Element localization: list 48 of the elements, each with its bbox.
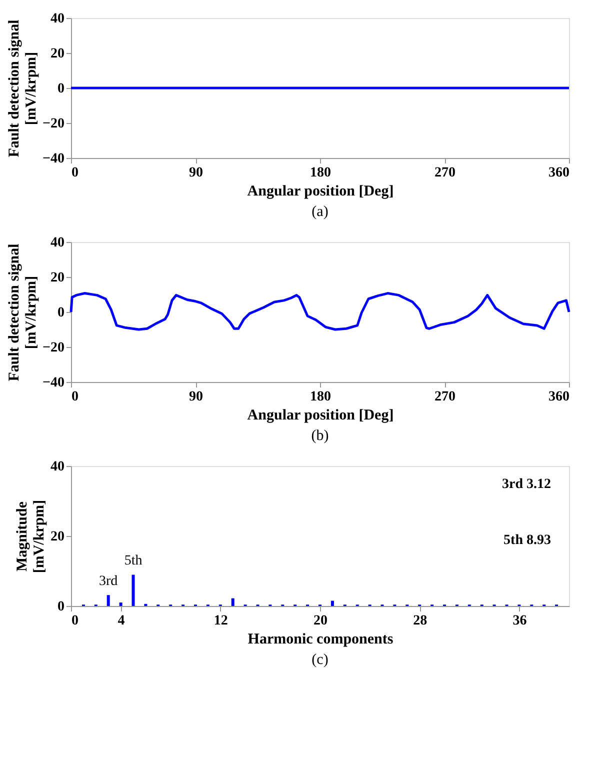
y-tick-label: −20	[42, 340, 64, 356]
text: (a)	[312, 204, 328, 220]
x-axis-title: Harmonic components	[248, 632, 394, 648]
bar	[330, 600, 334, 606]
bar	[119, 602, 122, 606]
y-tick-label: 20	[50, 46, 64, 62]
x-axis-title: Angular position [Deg]	[247, 408, 394, 424]
y-tick-label: 0	[58, 600, 64, 614]
x-tick-label: 20	[314, 614, 328, 628]
annotation: 5th 8.93	[504, 533, 551, 548]
y-tick-label: 0	[58, 82, 64, 96]
x-tick-label: 28	[413, 614, 428, 628]
bar	[231, 598, 234, 606]
y-tick-label: 20	[50, 270, 64, 286]
x-axis-title: Angular position [Deg]	[247, 184, 394, 200]
x-tick-label: 0	[72, 166, 78, 180]
annotation: 3rd	[99, 574, 118, 590]
y-tick-label: 0	[58, 306, 64, 320]
annotation: 5th	[124, 554, 142, 569]
x-tick-label: 360	[548, 166, 570, 180]
y-tick-label: −40	[42, 152, 64, 166]
x-tick-label: 0	[72, 614, 78, 628]
x-tick-label: 90	[189, 166, 203, 180]
x-tick-label: 180	[310, 390, 331, 404]
line-series	[70, 292, 570, 331]
y-tick-label: 40	[50, 12, 64, 26]
y-tick-label: −20	[42, 116, 64, 132]
x-tick-label: 270	[434, 166, 456, 180]
x-tick-label: 180	[310, 166, 331, 180]
y-axis-title: Magnitude [mV/krpm]	[14, 500, 48, 574]
y-tick-label: 40	[50, 236, 64, 250]
annotation: 3rd 3.12	[502, 477, 551, 492]
y-tick-label: 20	[50, 530, 64, 544]
x-tick-label: 12	[214, 614, 228, 628]
bar	[106, 595, 110, 606]
y-axis-title: Fault detection signal [mV/krpm]	[6, 244, 40, 382]
x-tick-label: 36	[512, 614, 527, 628]
x-tick-label: 360	[548, 390, 570, 404]
y-axis-title: Fault detection signal [mV/krpm]	[6, 20, 40, 158]
x-tick-label: 90	[189, 390, 203, 404]
text: (b)	[311, 428, 329, 444]
y-tick-label: 40	[50, 460, 64, 474]
y-tick-label: −40	[42, 376, 64, 390]
text: (c)	[312, 652, 328, 668]
bar	[132, 574, 135, 606]
x-tick-label: 4	[118, 614, 125, 628]
x-tick-label: 270	[434, 390, 456, 404]
x-tick-label: 0	[72, 390, 78, 404]
